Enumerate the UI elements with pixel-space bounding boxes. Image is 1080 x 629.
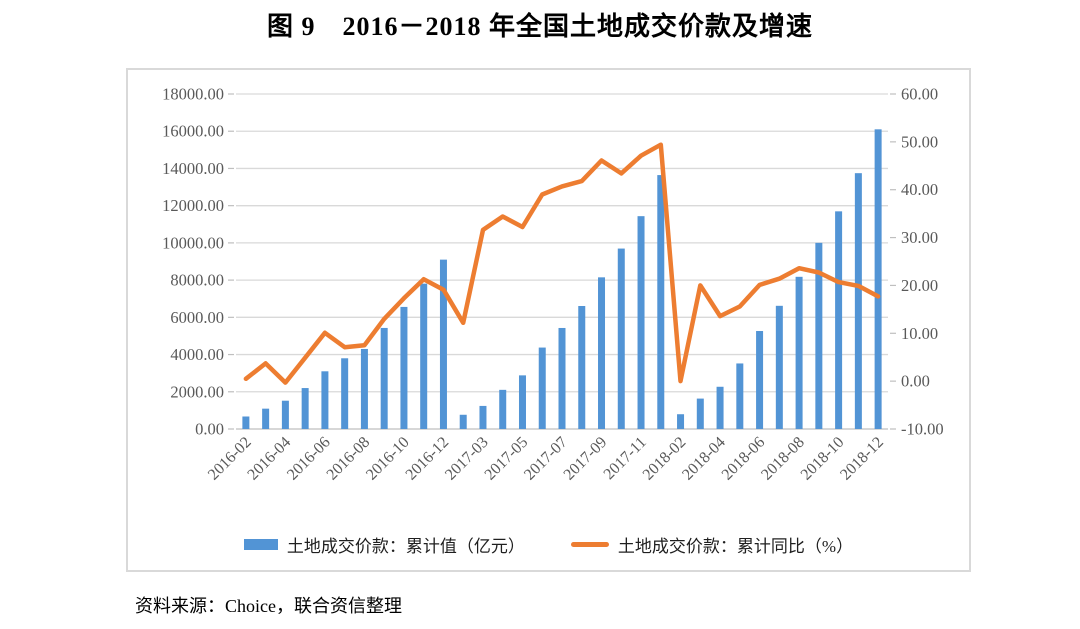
svg-text:2018-02: 2018-02	[640, 434, 690, 484]
svg-text:2018-12: 2018-12	[837, 434, 887, 484]
svg-text:14000.00: 14000.00	[162, 159, 224, 178]
svg-text:2018-06: 2018-06	[719, 434, 769, 484]
svg-text:2016-04: 2016-04	[244, 434, 294, 484]
svg-text:50.00: 50.00	[901, 132, 938, 151]
legend-label-bar-series: 土地成交价款：累计值（亿元）	[286, 537, 525, 556]
svg-text:0.00: 0.00	[195, 420, 224, 439]
svg-text:2017-09: 2017-09	[561, 434, 611, 484]
svg-text:2017-05: 2017-05	[482, 434, 532, 484]
svg-text:40.00: 40.00	[901, 180, 938, 199]
svg-text:16000.00: 16000.00	[162, 122, 224, 141]
svg-text:2016-10: 2016-10	[363, 434, 413, 484]
legend-item-bar-series: 土地成交价款：累计值（亿元）	[243, 532, 525, 557]
svg-text:-10.00: -10.00	[901, 420, 944, 439]
svg-text:2017-07: 2017-07	[521, 434, 571, 484]
svg-text:20.00: 20.00	[901, 276, 938, 295]
svg-text:2018-04: 2018-04	[679, 434, 729, 484]
bar-series-swatch-icon	[243, 539, 278, 550]
svg-text:4000.00: 4000.00	[170, 345, 224, 364]
svg-text:2016-02: 2016-02	[205, 434, 255, 484]
svg-text:8000.00: 8000.00	[170, 271, 224, 290]
svg-text:0.00: 0.00	[901, 372, 930, 391]
svg-text:12000.00: 12000.00	[162, 196, 224, 215]
legend-item-line-series: 土地成交价款：累计同比（%）	[570, 532, 854, 557]
combo-chart: 0.00 2000.00 4000.00 6000.00 8000.00 10000.00…	[126, 68, 971, 572]
chart-title: 图 9 2016－2018 年全国土地成交价款及增速	[266, 12, 813, 41]
svg-text:30.00: 30.00	[901, 228, 938, 247]
chart-legend: 土地成交价款：累计值（亿元） 土地成交价款：累计同比（%）	[128, 532, 969, 557]
svg-text:18000.00: 18000.00	[162, 85, 224, 104]
svg-text:2018-10: 2018-10	[798, 434, 848, 484]
svg-text:2016-08: 2016-08	[324, 434, 374, 484]
svg-text:6000.00: 6000.00	[170, 308, 224, 327]
svg-text:2016-06: 2016-06	[284, 434, 334, 484]
svg-text:2000.00: 2000.00	[170, 382, 224, 401]
svg-text:2016-12: 2016-12	[403, 434, 453, 484]
svg-text:2018-08: 2018-08	[758, 434, 808, 484]
source-note: 资料来源：Choice，联合资信整理	[135, 596, 402, 616]
svg-text:10000.00: 10000.00	[162, 233, 224, 252]
legend-label-line-series: 土地成交价款：累计同比（%）	[617, 537, 854, 556]
svg-text:10.00: 10.00	[901, 324, 938, 343]
svg-text:2017-03: 2017-03	[442, 434, 492, 484]
line-series-swatch-icon	[570, 542, 609, 547]
chart-canvas: 0.00 2000.00 4000.00 6000.00 8000.00 10000.00…	[162, 85, 944, 484]
svg-text:60.00: 60.00	[901, 85, 938, 104]
